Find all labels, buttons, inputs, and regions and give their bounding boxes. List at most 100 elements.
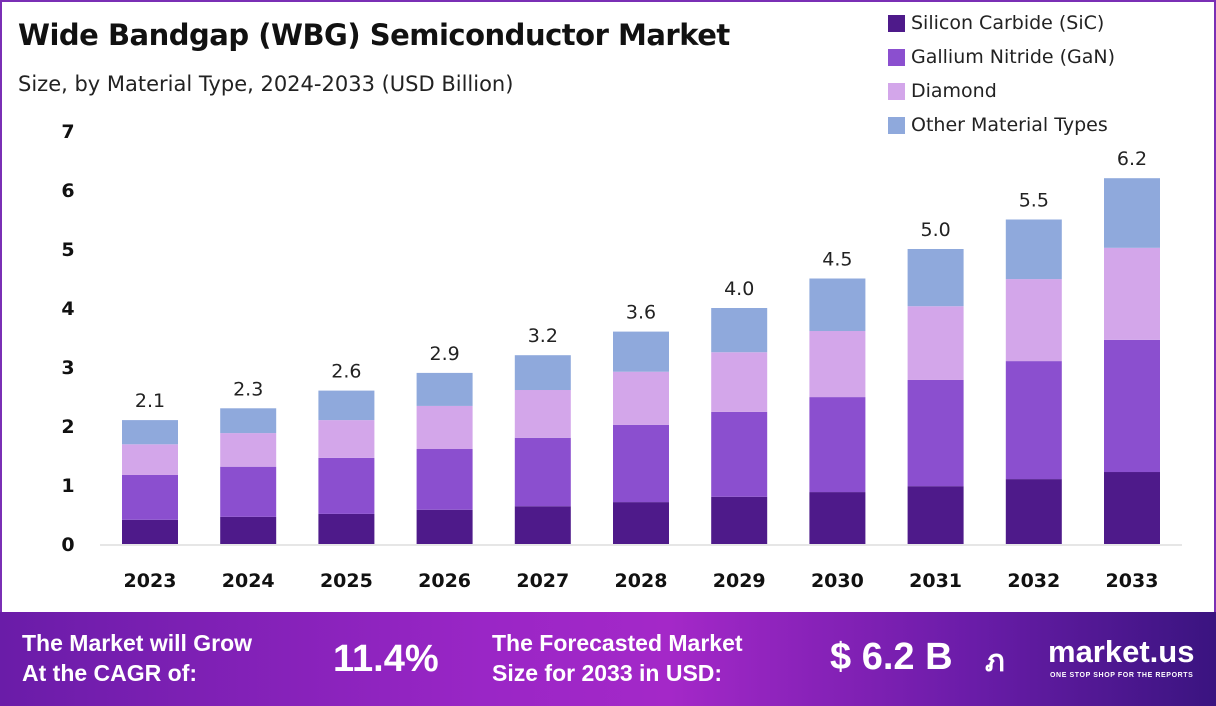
bar-segment-diamond-2031 <box>907 306 964 380</box>
y-tick-label: 1 <box>61 475 74 497</box>
bar-segment-other-material-types-2033 <box>1104 178 1160 248</box>
bar-segment-gallium-nitride-gan--2028 <box>613 424 669 503</box>
x-tick-label: 2027 <box>516 570 569 592</box>
bar-segment-gallium-nitride-gan--2026 <box>416 449 473 510</box>
forecast-value: $ 6.2 B <box>830 636 953 678</box>
footer-banner: The Market will Grow At the CAGR of: 11.… <box>0 612 1216 706</box>
bar-segment-other-material-types-2032 <box>1005 219 1062 280</box>
x-tick-label: 2025 <box>320 570 373 592</box>
y-tick-label: 2 <box>61 416 74 438</box>
legend-swatch <box>888 14 905 32</box>
bar-segment-silicon-carbide-sic--2033 <box>1104 472 1160 544</box>
bar-segment-other-material-types-2023 <box>122 420 178 445</box>
bar-segment-gallium-nitride-gan--2023 <box>122 474 178 520</box>
bar-segment-diamond-2032 <box>1005 279 1062 362</box>
bar-total-label: 3.2 <box>528 325 558 347</box>
bar-segment-other-material-types-2029 <box>711 308 768 353</box>
bar-segment-other-material-types-2030 <box>809 278 866 332</box>
legend-label: Silicon Carbide (SiC) <box>911 12 1105 34</box>
bar-segment-silicon-carbide-sic--2024 <box>220 516 277 544</box>
y-tick-label: 5 <box>61 239 74 261</box>
forecast-label: The Forecasted Market Size for 2033 in U… <box>492 628 743 688</box>
cagr-label-line1: The Market will Grow <box>22 630 253 656</box>
bar-total-label: 4.5 <box>822 249 852 271</box>
legend-item-sic: Silicon Carbide (SiC) <box>888 6 1115 40</box>
x-tick-label: 2030 <box>811 570 864 592</box>
bar-segment-silicon-carbide-sic--2025 <box>318 513 375 544</box>
legend-swatch <box>888 82 905 100</box>
bar-segment-diamond-2023 <box>122 444 178 475</box>
bar-total-label: 2.6 <box>331 361 361 383</box>
bar-segment-gallium-nitride-gan--2030 <box>809 397 866 493</box>
legend-swatch <box>888 116 905 134</box>
bar-total-label: 6.2 <box>1117 148 1147 170</box>
bar-segment-other-material-types-2026 <box>416 372 473 406</box>
chart-subtitle: Size, by Material Type, 2024-2033 (USD B… <box>18 72 514 96</box>
x-tick-label: 2031 <box>909 570 962 592</box>
forecast-label-line2: Size for 2033 in USD: <box>492 660 723 686</box>
cagr-label: The Market will Grow At the CAGR of: <box>22 628 252 688</box>
bar-segment-diamond-2033 <box>1104 247 1160 340</box>
bar-segment-diamond-2026 <box>416 405 473 450</box>
bar-segment-other-material-types-2028 <box>613 331 669 372</box>
bar-segment-other-material-types-2031 <box>907 249 964 307</box>
bar-total-label: 4.0 <box>724 278 754 300</box>
chart-title: Wide Bandgap (WBG) Semiconductor Market <box>18 18 730 52</box>
bar-segment-silicon-carbide-sic--2030 <box>809 492 866 544</box>
x-tick-label: 2029 <box>713 570 766 592</box>
brand-logo-icon: ภ <box>985 645 1005 678</box>
legend-item-diamond: Diamond <box>888 74 1115 108</box>
legend-label: Gallium Nitride (GaN) <box>911 46 1116 68</box>
bar-segment-diamond-2025 <box>318 420 375 458</box>
bar-total-label: 5.0 <box>920 219 950 241</box>
bar-segment-other-material-types-2024 <box>220 408 277 434</box>
bar-segment-silicon-carbide-sic--2028 <box>613 502 669 544</box>
bar-segment-diamond-2030 <box>809 331 866 398</box>
y-tick-label: 0 <box>61 534 74 556</box>
bar-segment-gallium-nitride-gan--2032 <box>1005 361 1062 480</box>
bar-segment-silicon-carbide-sic--2027 <box>514 506 571 544</box>
bar-segment-other-material-types-2027 <box>514 355 571 391</box>
bar-segment-gallium-nitride-gan--2029 <box>711 411 768 497</box>
y-tick-label: 4 <box>61 298 74 320</box>
cagr-label-line2: At the CAGR of: <box>22 660 198 686</box>
legend-item-other: Other Material Types <box>888 108 1115 142</box>
legend-label: Diamond <box>911 80 997 102</box>
y-tick-label: 7 <box>61 121 74 143</box>
bar-segment-silicon-carbide-sic--2031 <box>907 486 964 544</box>
x-tick-label: 2028 <box>615 570 668 592</box>
bar-segment-diamond-2029 <box>711 352 768 412</box>
bar-segment-gallium-nitride-gan--2027 <box>514 437 571 507</box>
bar-total-label: 5.5 <box>1019 190 1049 212</box>
legend-item-gan: Gallium Nitride (GaN) <box>888 40 1115 74</box>
bar-segment-gallium-nitride-gan--2033 <box>1104 339 1160 473</box>
bar-total-label: 2.3 <box>233 378 263 400</box>
legend: Silicon Carbide (SiC) Gallium Nitride (G… <box>888 6 1115 142</box>
legend-swatch <box>888 48 905 66</box>
bar-segment-diamond-2027 <box>514 390 571 438</box>
bar-segment-silicon-carbide-sic--2032 <box>1005 479 1062 544</box>
bar-segment-other-material-types-2025 <box>318 390 375 421</box>
x-tick-label: 2032 <box>1007 570 1060 592</box>
forecast-label-line1: The Forecasted Market <box>492 630 743 656</box>
y-tick-label: 3 <box>61 357 74 379</box>
brand-tagline: ONE STOP SHOP FOR THE REPORTS <box>1050 672 1194 679</box>
cagr-value: 11.4% <box>333 638 439 680</box>
bar-segment-silicon-carbide-sic--2026 <box>416 509 473 544</box>
bar-segment-gallium-nitride-gan--2025 <box>318 457 375 514</box>
x-tick-label: 2023 <box>124 570 177 592</box>
bar-segment-silicon-carbide-sic--2023 <box>122 519 178 544</box>
x-tick-label: 2024 <box>222 570 275 592</box>
y-tick-label: 6 <box>61 180 74 202</box>
bar-total-label: 3.6 <box>626 302 656 324</box>
x-tick-label: 2026 <box>418 570 471 592</box>
bar-total-label: 2.1 <box>135 390 165 412</box>
bar-segment-silicon-carbide-sic--2029 <box>711 496 768 544</box>
bar-total-label: 2.9 <box>429 343 459 365</box>
legend-label: Other Material Types <box>911 114 1108 136</box>
bar-segment-gallium-nitride-gan--2031 <box>907 379 964 487</box>
chart-plot: 0 1 2 3 4 5 6 7 2.1 2023 2.3 2024 2.6 2025 2.9 2026 3.2 2… <box>61 121 1182 592</box>
brand-name: market.us <box>1048 634 1195 669</box>
x-tick-label: 2033 <box>1106 570 1159 592</box>
